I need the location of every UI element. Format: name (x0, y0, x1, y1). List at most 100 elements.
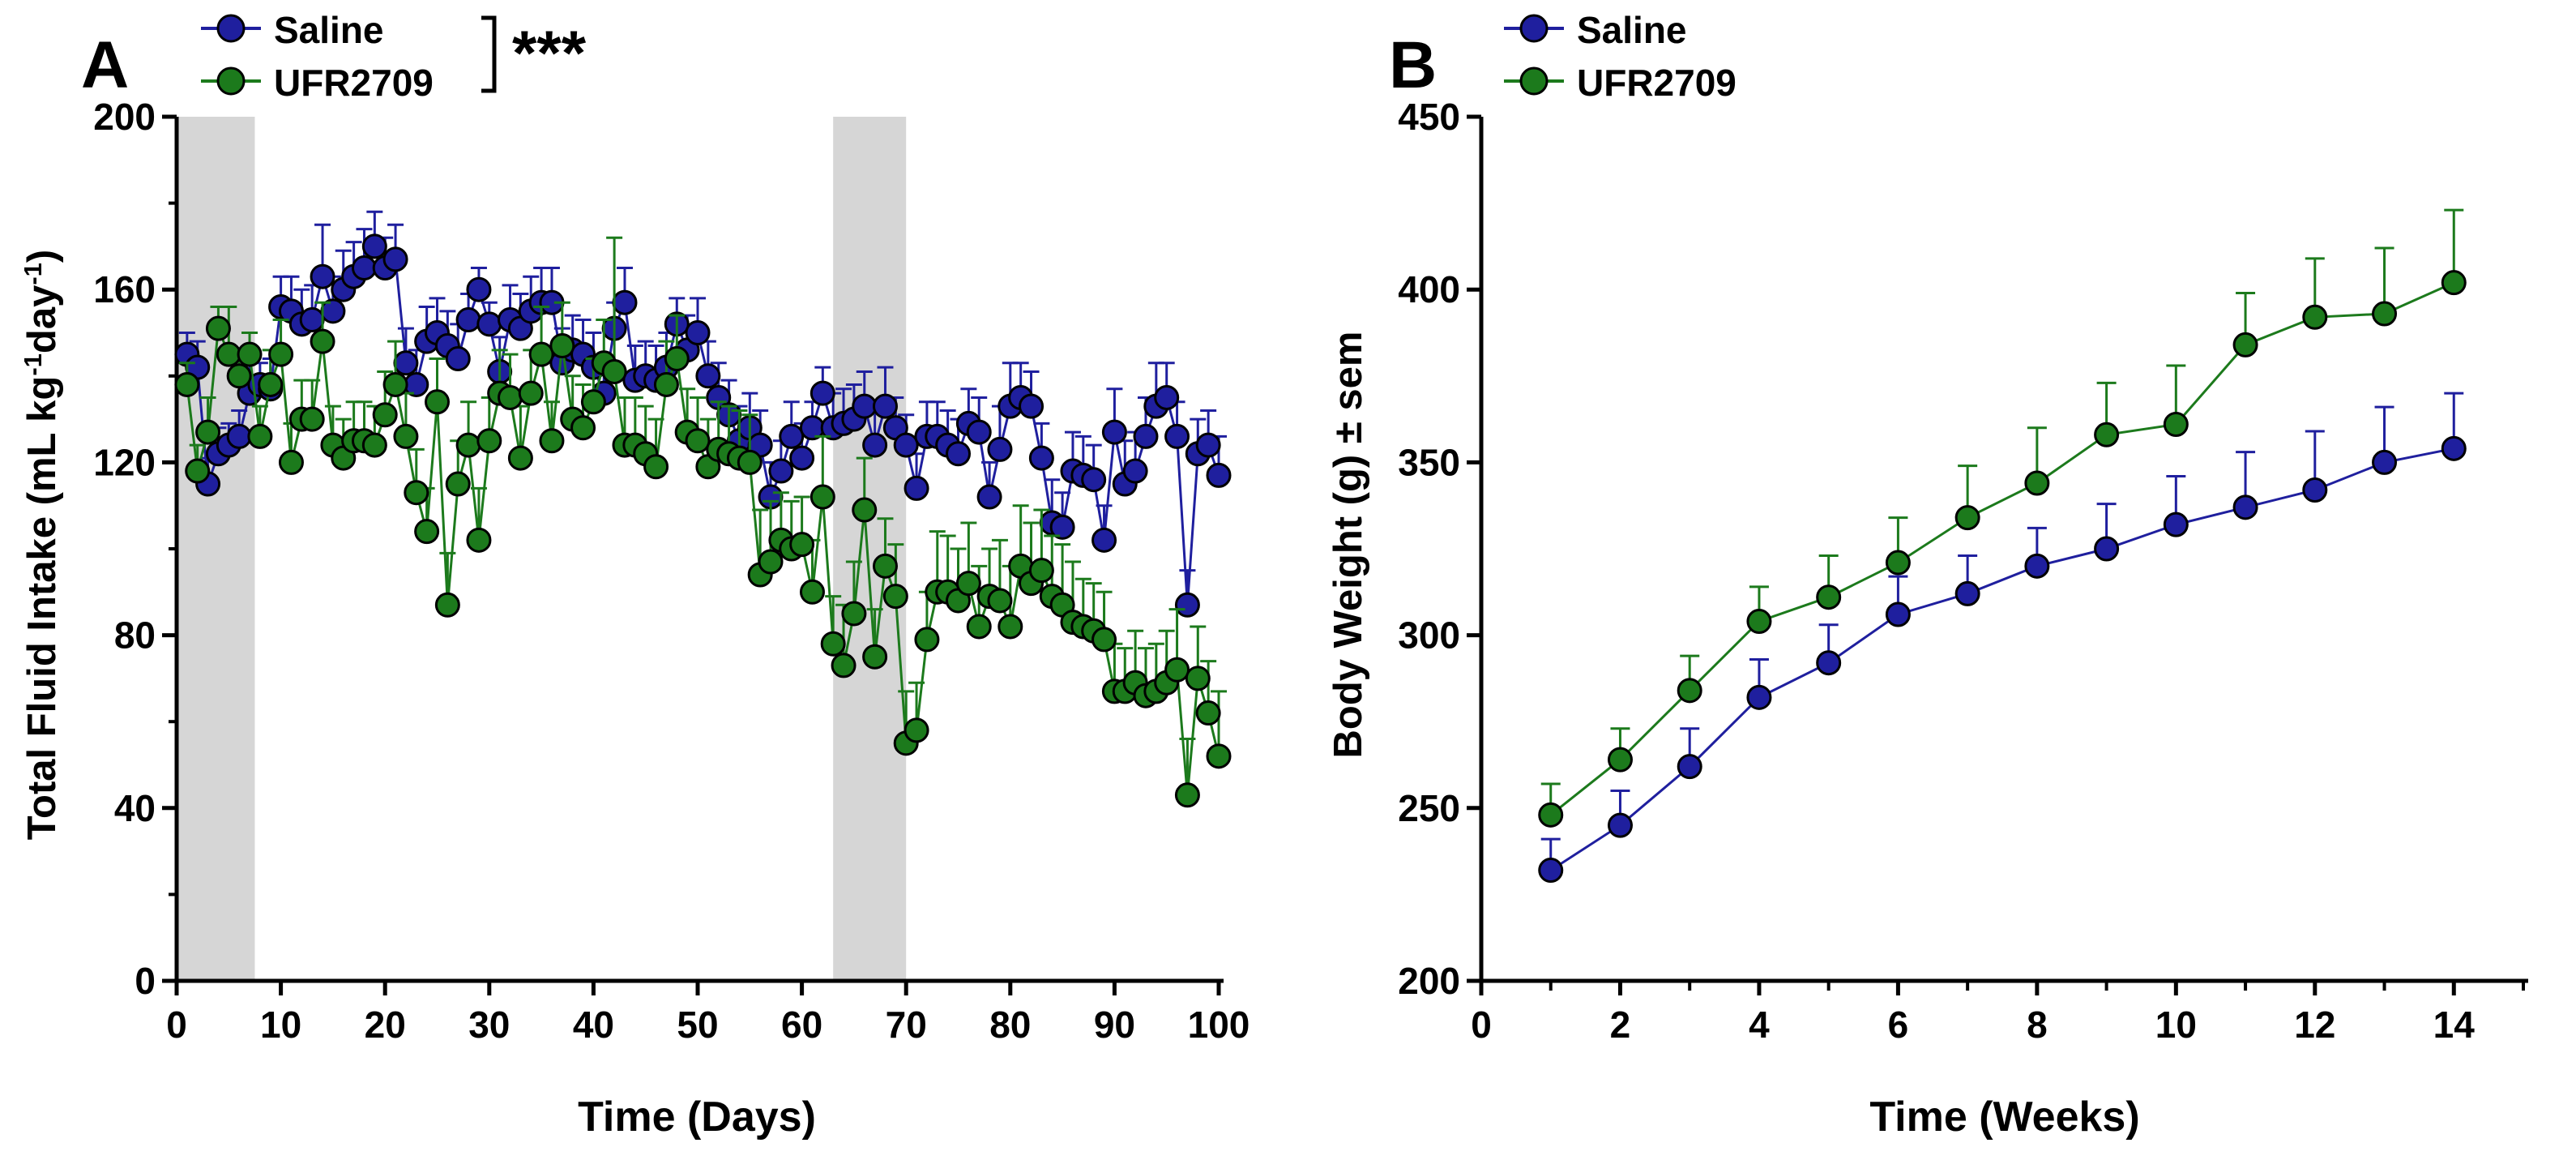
series-line (1549, 447, 2454, 871)
data-point (393, 350, 419, 376)
data-point (434, 592, 460, 618)
data-point (914, 627, 940, 653)
data-point (247, 423, 273, 449)
axes (1467, 114, 2528, 995)
data-point (955, 571, 981, 597)
data-point (758, 549, 784, 575)
series-saline (1538, 392, 2467, 884)
data-point (799, 579, 825, 605)
data-point (382, 246, 408, 272)
data-point (1195, 432, 1221, 458)
x-axis-label: Time (Days) (578, 1094, 816, 1141)
x-tick-label: 0 (1471, 1004, 1492, 1046)
shaded-region-1 (177, 117, 255, 981)
data-point (1607, 747, 1633, 773)
data-point (382, 371, 408, 397)
y-tick-label: 400 (1398, 268, 1460, 310)
data-point (1164, 423, 1190, 449)
data-point (685, 320, 711, 345)
data-point (216, 341, 241, 367)
panel-a-letter: A (81, 28, 129, 102)
data-point (226, 363, 252, 389)
x-tick-label: 14 (2433, 1004, 2476, 1046)
data-point (205, 315, 231, 341)
shaded-region-2 (833, 117, 907, 981)
data-point (1607, 812, 1633, 838)
data-point (414, 519, 440, 545)
data-point (1746, 609, 1772, 635)
x-tick-label: 2 (1610, 1004, 1631, 1046)
y-tick-label: 40 (114, 787, 156, 829)
data-point (580, 389, 606, 415)
legend-item-saline: Saline (1504, 9, 1687, 51)
x-tick-label: 90 (1094, 1004, 1135, 1046)
x-tick-labels: 0 2 4 6 8 10 12 14 (1471, 1004, 2475, 1046)
data-point (987, 588, 1013, 614)
data-point (299, 406, 325, 432)
x-tick-label: 6 (1888, 1004, 1909, 1046)
data-point (810, 380, 835, 406)
data-point (1028, 558, 1054, 584)
data-point (445, 345, 471, 371)
data-point (361, 432, 387, 458)
data-point (820, 631, 846, 657)
data-point (299, 307, 325, 333)
data-point (904, 475, 929, 501)
x-tick-labels: 0 10 20 30 40 50 60 70 80 90 100 (166, 1004, 1250, 1046)
panel-b-letter: B (1389, 28, 1437, 102)
x-tick-label: 8 (2027, 1004, 2048, 1046)
shaded-regions (177, 117, 907, 981)
data-point (1954, 505, 1980, 531)
data-point (893, 432, 919, 458)
data-point (2302, 477, 2328, 503)
data-point (1195, 700, 1221, 726)
data-point (1174, 592, 1200, 618)
data-point (393, 423, 419, 449)
plot-area (1538, 208, 2467, 884)
legend-label-ufr2709: UFR2709 (1577, 62, 1737, 104)
y-tick-label: 80 (114, 614, 156, 657)
data-point (601, 358, 627, 384)
data-point (1028, 445, 1054, 471)
data-point (904, 717, 929, 743)
data-point (445, 471, 471, 497)
axes (162, 114, 1224, 995)
data-point (664, 345, 690, 371)
data-point (1538, 858, 1564, 884)
data-point (841, 601, 867, 627)
x-tick-label: 10 (2155, 1004, 2197, 1046)
data-point (466, 527, 492, 553)
data-point (695, 363, 721, 389)
y-tick-labels: 200 250 300 350 400 450 (1398, 96, 1460, 1002)
data-point (872, 393, 898, 419)
data-point (1206, 743, 1232, 769)
data-point (539, 428, 565, 454)
data-point (1185, 666, 1211, 691)
y-tick-label: 200 (1398, 960, 1460, 1002)
data-point (2024, 553, 2050, 579)
y-tick-label: 250 (1398, 787, 1460, 829)
data-point (987, 436, 1013, 462)
data-point (278, 449, 304, 475)
data-point (372, 402, 398, 428)
x-tick-label: 10 (260, 1004, 301, 1046)
data-point (882, 584, 908, 610)
x-tick-label: 4 (1749, 1004, 1770, 1046)
data-point (2094, 536, 2120, 562)
y-tick-label: 450 (1398, 96, 1460, 138)
data-point (810, 484, 835, 510)
series-ufr2709 (1538, 208, 2467, 828)
data-point (1049, 514, 1075, 540)
data-point (476, 428, 502, 454)
data-point (1174, 782, 1200, 808)
data-point (2163, 411, 2189, 437)
x-tick-label: 20 (365, 1004, 406, 1046)
series-line (1549, 281, 2454, 816)
series-ufr2709 (174, 236, 1232, 808)
y-tick-label: 120 (93, 441, 156, 483)
data-point (310, 263, 335, 289)
data-point (862, 432, 888, 458)
x-tick-label: 0 (166, 1004, 187, 1046)
data-point (946, 441, 971, 467)
data-point (852, 497, 878, 523)
